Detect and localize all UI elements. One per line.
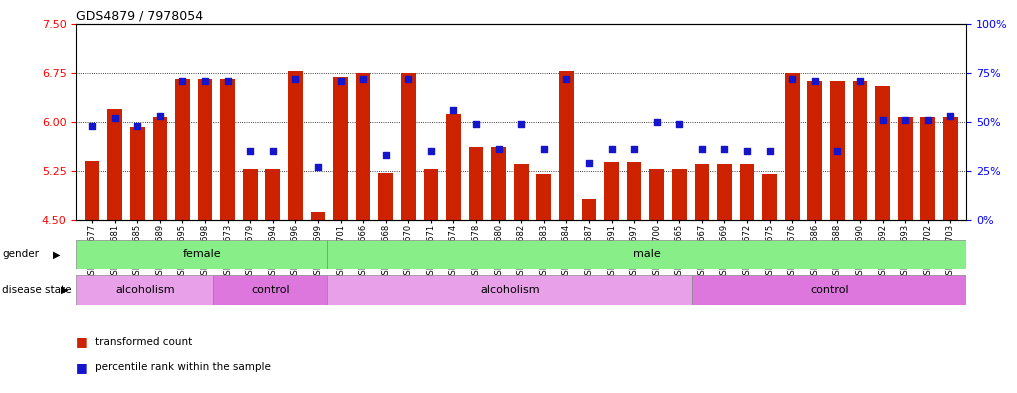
Bar [536,174,551,220]
Text: ▶: ▶ [53,250,60,259]
Point [536,146,552,152]
Text: alcoholism: alcoholism [480,285,540,295]
Bar [423,169,438,220]
Bar [327,240,966,269]
Bar [672,169,686,220]
Text: alcoholism: alcoholism [115,285,175,295]
Point [445,107,462,113]
Bar [265,169,280,220]
Text: male: male [633,250,661,259]
Point [107,115,123,121]
Point [875,117,891,123]
Point [852,77,869,84]
Point [739,148,756,154]
Bar [469,147,483,220]
Text: gender: gender [2,250,39,259]
Text: ■: ■ [76,335,88,349]
Point [468,121,484,127]
Bar [401,73,416,220]
Bar [153,117,167,220]
Point [626,146,643,152]
Bar [214,275,327,305]
Point [264,148,281,154]
Bar [876,86,890,220]
Text: ■: ■ [76,361,88,374]
Bar [197,79,213,220]
Point [806,77,823,84]
Text: ▶: ▶ [61,285,68,295]
Bar [898,117,912,220]
Point [490,146,506,152]
Text: percentile rank within the sample: percentile rank within the sample [95,362,271,373]
Point [129,123,145,129]
Bar [604,162,619,220]
Bar [243,169,257,220]
Bar [717,164,732,220]
Text: female: female [182,250,221,259]
Point [355,75,371,82]
Bar [446,114,461,220]
Bar [695,164,709,220]
Bar [852,81,868,220]
Point [287,75,303,82]
Bar [920,117,935,220]
Point [919,117,936,123]
Bar [650,169,664,220]
Point [716,146,732,152]
Point [897,117,913,123]
Bar [582,199,596,220]
Bar [84,161,100,220]
Bar [763,174,777,220]
Bar [943,117,958,220]
Bar [288,71,303,220]
Text: transformed count: transformed count [95,337,192,347]
Point [377,152,394,158]
Bar [491,147,506,220]
Point [513,121,529,127]
Point [152,113,168,119]
Bar [130,127,144,220]
Point [84,123,101,129]
Bar [310,211,325,220]
Point [558,75,575,82]
Point [333,77,349,84]
Point [581,160,597,166]
Bar [559,71,574,220]
Bar [334,77,348,220]
Text: control: control [251,285,290,295]
Point [423,148,439,154]
Bar [76,240,327,269]
Text: disease state: disease state [2,285,71,295]
Point [310,164,326,170]
Point [829,148,845,154]
Point [784,75,800,82]
Bar [626,162,642,220]
Bar [175,79,190,220]
Point [762,148,778,154]
Text: control: control [810,285,848,295]
Bar [378,173,393,220]
Point [174,77,190,84]
Point [671,121,687,127]
Point [942,113,958,119]
Bar [739,164,755,220]
Text: GDS4879 / 7978054: GDS4879 / 7978054 [76,9,203,22]
Bar [693,275,966,305]
Bar [221,79,235,220]
Point [242,148,258,154]
Bar [76,275,214,305]
Bar [327,275,693,305]
Point [603,146,619,152]
Bar [514,164,529,220]
Bar [830,81,845,220]
Bar [807,81,822,220]
Point [197,77,214,84]
Point [220,77,236,84]
Point [649,119,665,125]
Bar [785,73,799,220]
Point [400,75,416,82]
Point [694,146,710,152]
Bar [108,109,122,220]
Bar [356,73,370,220]
